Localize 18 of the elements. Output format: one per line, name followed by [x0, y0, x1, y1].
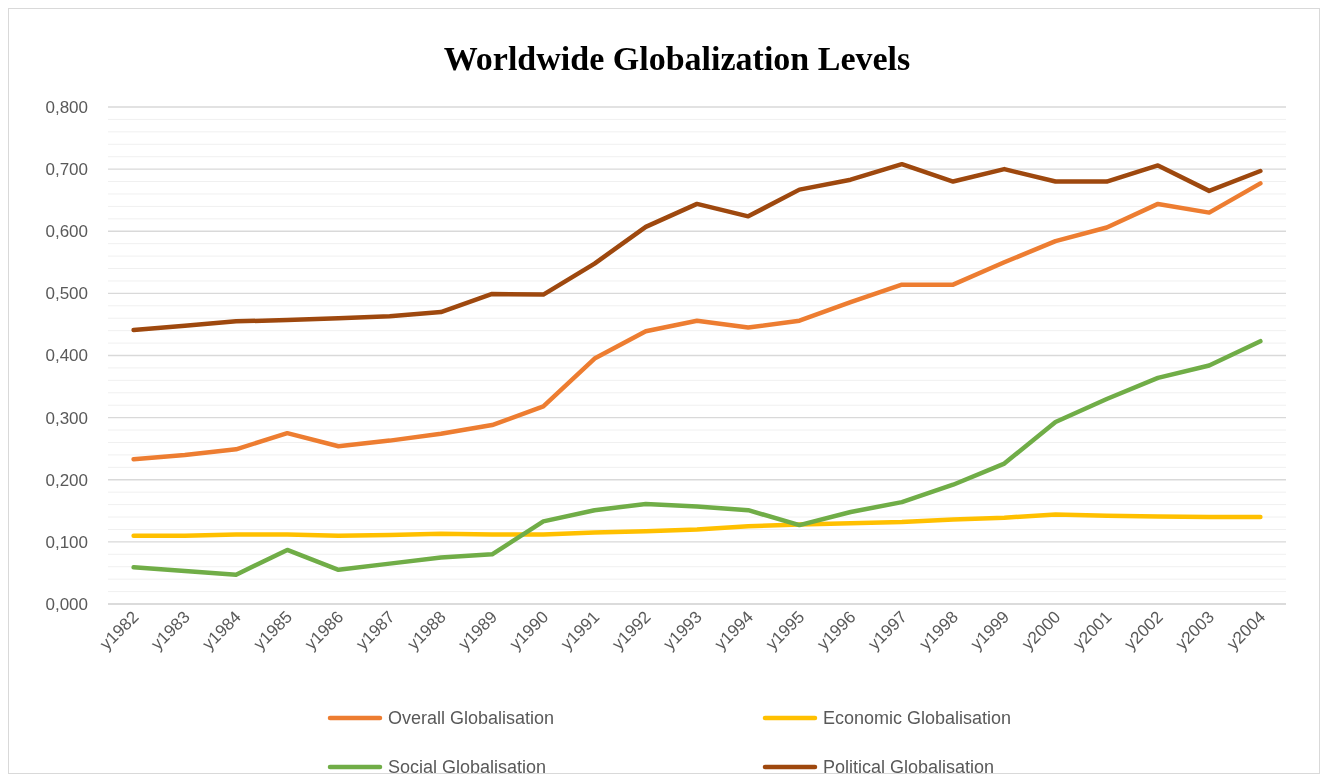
line-series [131, 161, 1263, 333]
y-tick-label: 0,800 [45, 97, 88, 117]
chart-title: Worldwide Globalization Levels [443, 40, 911, 77]
legend-label: Economic Globalisation [823, 708, 1012, 729]
y-tick-label: 0,700 [45, 160, 88, 180]
y-tick-label: 0,300 [45, 408, 88, 428]
legend-label: Overall Globalisation [388, 708, 555, 729]
y-tick-label: 0,000 [45, 594, 88, 614]
legend-label: Political Globalisation [823, 757, 995, 778]
line-series [131, 512, 1263, 538]
y-tick-label: 0,600 [45, 222, 88, 242]
y-tick-label: 0,500 [45, 284, 88, 304]
line-series [131, 338, 1263, 578]
y-tick-label: 0,200 [45, 470, 88, 490]
line-series [131, 181, 1263, 462]
legend-label: Social Globalisation [388, 757, 547, 778]
y-tick-label: 0,400 [45, 346, 88, 366]
y-tick-label: 0,100 [45, 532, 88, 552]
